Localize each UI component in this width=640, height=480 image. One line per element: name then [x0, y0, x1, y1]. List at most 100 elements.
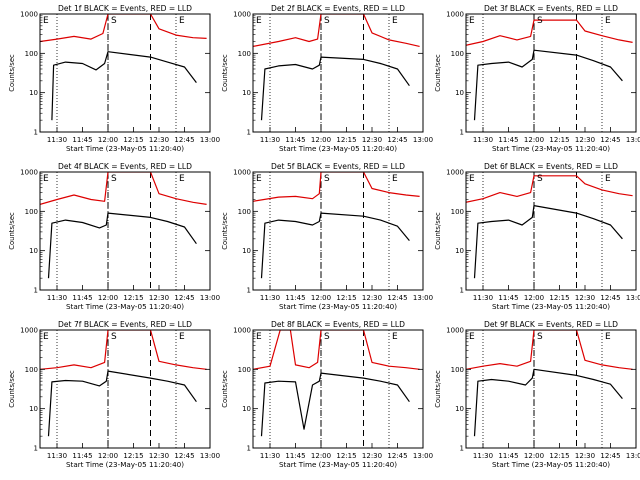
series-events-line: [473, 205, 623, 279]
x-axis-label: Start Time (23-May-05 11:20:40): [66, 144, 184, 153]
x-tick-label: 12:30: [362, 294, 382, 302]
y-axis-label: Counts/sec: [8, 370, 16, 408]
series-events-line: [260, 212, 410, 279]
series-group: [253, 14, 420, 121]
y-tick-label: 1: [460, 287, 464, 295]
y-tick-label: 100: [451, 366, 464, 374]
plot-frame: [465, 171, 637, 291]
x-tick-label: 11:45: [72, 294, 92, 302]
y-axis-label: Counts/sec: [8, 54, 16, 92]
series-group: [253, 172, 420, 279]
x-tick-label: 12:00: [524, 452, 544, 460]
x-tick-label: 12:30: [149, 294, 169, 302]
series-lld-line: [253, 14, 420, 47]
x-tick-label: 13:00: [626, 452, 640, 460]
x-tick-label: 12:00: [524, 136, 544, 144]
x-tick-label: 11:30: [260, 294, 280, 302]
chart-title: Det 6f BLACK = Events, RED = LLD: [484, 162, 618, 171]
event-marker-e: E: [256, 332, 262, 342]
x-tick-label: 12:45: [174, 452, 194, 460]
x-axis-label: Start Time (23-May-05 11:20:40): [279, 460, 397, 469]
y-tick-label: 1000: [446, 11, 464, 19]
x-tick-label: 11:30: [473, 452, 493, 460]
x-tick-label: 12:15: [123, 294, 143, 302]
y-tick-label: 1000: [233, 11, 251, 19]
chart-panel-2: Det 2f BLACK = Events, RED = LLD 1 10 100 10…: [221, 4, 433, 153]
x-tick-label: 13:00: [200, 294, 220, 302]
x-axis-label: Start Time (23-May-05 11:20:40): [492, 460, 610, 469]
y-axis-label: Counts/sec: [434, 212, 442, 250]
x-axis-label: Start Time (23-May-05 11:20:40): [492, 302, 610, 311]
y-tick-label: 1: [34, 129, 38, 137]
x-tick-label: 11:30: [47, 294, 67, 302]
x-tick-label: 12:15: [123, 136, 143, 144]
chart-title: Det 3f BLACK = Events, RED = LLD: [484, 4, 618, 13]
x-tick-label: 12:45: [600, 452, 620, 460]
plot-frame: [252, 171, 424, 291]
x-tick-label: 12:30: [149, 452, 169, 460]
x-tick-label: 11:30: [473, 294, 493, 302]
chart-title: Det 8f BLACK = Events, RED = LLD: [271, 320, 405, 329]
event-marker-e: E: [179, 16, 185, 26]
x-tick-label: 12:30: [575, 452, 595, 460]
chart-panel-9: Det 9f BLACK = Events, RED = LLD 1 10 100 10…: [434, 320, 640, 469]
y-tick-label: 10: [29, 405, 38, 413]
x-axis-label: Start Time (23-May-05 11:20:40): [66, 302, 184, 311]
x-tick-label: 13:00: [200, 136, 220, 144]
x-tick-label: 11:45: [285, 452, 305, 460]
y-tick-label: 100: [238, 208, 251, 216]
x-tick-label: 12:45: [387, 294, 407, 302]
y-axis-label: Counts/sec: [434, 54, 442, 92]
x-tick-label: 12:30: [362, 136, 382, 144]
series-group: [253, 330, 420, 437]
y-tick-label: 10: [29, 247, 38, 255]
x-tick-label: 12:45: [174, 294, 194, 302]
series-events-line: [260, 56, 410, 121]
chart-panel-5: Det 5f BLACK = Events, RED = LLD 1 10 100 10…: [221, 162, 433, 311]
x-tick-label: 12:15: [336, 294, 356, 302]
y-axis-label: Counts/sec: [221, 54, 229, 92]
event-marker-s: S: [537, 16, 543, 26]
series-group: [466, 19, 633, 121]
y-tick-label: 1000: [233, 169, 251, 177]
x-tick-label: 12:30: [575, 294, 595, 302]
series-lld-line: [40, 172, 207, 205]
chart-panel-8: Det 8f BLACK = Events, RED = LLD 1 10 100 10…: [221, 320, 433, 469]
y-tick-label: 1: [247, 445, 251, 453]
series-lld-line: [466, 175, 633, 203]
series-events-line: [260, 372, 410, 437]
event-marker-e: E: [179, 332, 185, 342]
event-marker-e: E: [469, 16, 475, 26]
chart-panel-7: Det 7f BLACK = Events, RED = LLD 1 10 100 10…: [8, 320, 220, 469]
y-tick-label: 100: [25, 50, 38, 58]
y-tick-label: 1: [247, 287, 251, 295]
x-tick-label: 11:30: [260, 136, 280, 144]
x-tick-label: 12:45: [174, 136, 194, 144]
x-tick-label: 12:00: [311, 136, 331, 144]
chart-title: Det 5f BLACK = Events, RED = LLD: [271, 162, 405, 171]
x-tick-label: 12:45: [387, 452, 407, 460]
x-tick-label: 12:15: [549, 136, 569, 144]
chart-title: Det 9f BLACK = Events, RED = LLD: [484, 320, 618, 329]
y-tick-label: 1: [460, 129, 464, 137]
y-tick-label: 1000: [20, 327, 38, 335]
x-tick-label: 13:00: [200, 452, 220, 460]
x-tick-label: 11:45: [72, 136, 92, 144]
x-tick-label: 12:00: [98, 452, 118, 460]
event-marker-s: S: [111, 174, 117, 184]
y-tick-label: 10: [455, 89, 464, 97]
x-tick-label: 12:15: [549, 294, 569, 302]
x-tick-label: 12:00: [98, 136, 118, 144]
series-lld-line: [253, 172, 420, 202]
y-tick-label: 100: [25, 208, 38, 216]
event-marker-e: E: [469, 174, 475, 184]
chart-title: Det 1f BLACK = Events, RED = LLD: [58, 4, 192, 13]
chart-panel-4: Det 4f BLACK = Events, RED = LLD 1 10 100 10…: [8, 162, 220, 311]
series-lld-line: [253, 330, 420, 370]
event-marker-e: E: [392, 16, 398, 26]
x-tick-label: 11:30: [473, 136, 493, 144]
x-tick-label: 12:15: [336, 136, 356, 144]
x-tick-label: 12:15: [549, 452, 569, 460]
event-marker-e: E: [392, 174, 398, 184]
